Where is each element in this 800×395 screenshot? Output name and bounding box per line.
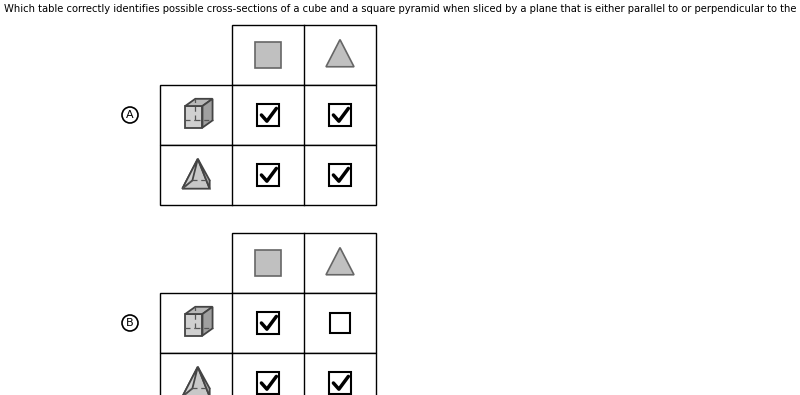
Polygon shape: [326, 248, 354, 275]
Text: Which table correctly identifies possible cross-sections of a cube and a square : Which table correctly identifies possibl…: [4, 4, 800, 14]
Polygon shape: [185, 307, 213, 314]
Bar: [257, 372, 279, 394]
Bar: [329, 164, 351, 186]
Bar: [160, 293, 376, 353]
Polygon shape: [198, 159, 210, 189]
Text: B: B: [126, 318, 134, 328]
Bar: [160, 353, 376, 395]
Polygon shape: [185, 314, 202, 336]
Bar: [255, 250, 281, 276]
Bar: [257, 312, 279, 334]
Bar: [255, 42, 281, 68]
Bar: [160, 85, 376, 145]
Bar: [330, 313, 350, 333]
Polygon shape: [198, 367, 210, 395]
Polygon shape: [185, 99, 213, 106]
Polygon shape: [182, 159, 198, 189]
Polygon shape: [326, 40, 354, 67]
Bar: [329, 104, 351, 126]
Bar: [232, 233, 376, 293]
Polygon shape: [185, 106, 202, 128]
Bar: [160, 145, 376, 205]
Polygon shape: [182, 367, 198, 395]
Bar: [329, 372, 351, 394]
Polygon shape: [202, 307, 213, 336]
Polygon shape: [202, 99, 213, 128]
Polygon shape: [182, 367, 210, 395]
Text: A: A: [126, 110, 134, 120]
Bar: [257, 164, 279, 186]
Bar: [257, 104, 279, 126]
Polygon shape: [182, 159, 210, 189]
Bar: [232, 25, 376, 85]
